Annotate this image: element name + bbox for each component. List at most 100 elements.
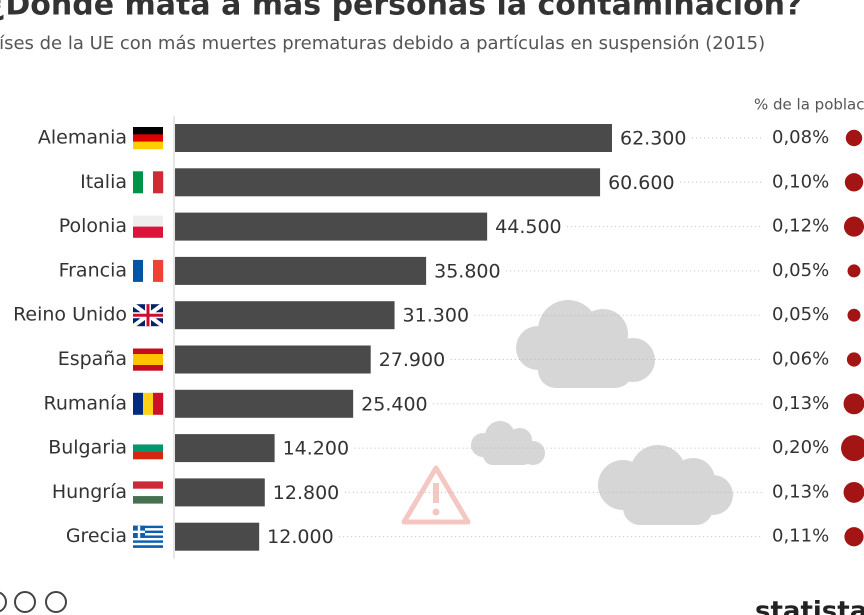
share-dot (843, 393, 864, 415)
chart-subtitle: Países de la UE con más muertes prematur… (0, 33, 765, 54)
flag-part (153, 171, 164, 194)
share-dot (844, 527, 864, 547)
flag-part (133, 171, 144, 194)
flag (133, 127, 163, 150)
flag (133, 392, 164, 415)
share-dot (846, 352, 862, 367)
value-label: 27.900 (379, 349, 445, 371)
decoration (0, 300, 733, 613)
flag-part (133, 530, 163, 534)
category-label: Bulgaria (48, 437, 127, 459)
flag-part (133, 525, 145, 538)
flag-part (143, 259, 154, 282)
category-label: Hungría (52, 481, 127, 503)
bar (175, 522, 260, 551)
flag-part (133, 359, 163, 366)
share-dot (847, 308, 861, 322)
flag (133, 259, 164, 282)
category-label: Italia (80, 171, 127, 193)
value-label: 14.200 (283, 438, 349, 460)
flag-part (133, 437, 163, 445)
flag-part (133, 481, 163, 489)
flag-part (133, 533, 163, 536)
bar (175, 168, 601, 197)
flag-part (133, 259, 144, 282)
flag-part (133, 540, 163, 544)
share-label: 0,10% (772, 171, 829, 192)
value-label: 31.300 (403, 305, 469, 327)
bar (175, 301, 395, 330)
category-label: Alemania (38, 127, 127, 149)
share-dot (847, 264, 861, 278)
bar (175, 389, 354, 418)
flag (133, 525, 163, 548)
flag-part (133, 444, 163, 452)
flag-part (133, 354, 163, 360)
category-label: Francia (59, 259, 127, 281)
value-label: 60.600 (608, 172, 674, 194)
share-label: 0,05% (772, 304, 829, 325)
logo: statista (755, 597, 864, 615)
flag-part (133, 226, 163, 238)
share-header: % de la población (754, 96, 864, 114)
flag-part (153, 392, 164, 415)
flag (131, 302, 165, 328)
value-label: 35.800 (434, 260, 500, 282)
share-dot (843, 481, 864, 503)
category-label: Rumanía (43, 392, 127, 414)
category-label: Grecia (66, 525, 127, 547)
share-dot (844, 173, 864, 192)
flag-part (143, 171, 154, 194)
flag-part (133, 365, 163, 371)
share-label: 0,05% (772, 260, 829, 281)
flag (133, 481, 163, 504)
share-label: 0,12% (772, 216, 829, 237)
share-label: 0,11% (772, 526, 829, 547)
share-label: 0,06% (772, 349, 829, 370)
flag-part (133, 127, 163, 135)
flag-part (133, 537, 163, 541)
value-label: 44.500 (495, 216, 561, 238)
flag-part (133, 304, 163, 327)
flag-part (133, 542, 163, 546)
flag-part (133, 141, 163, 150)
flag (133, 171, 164, 194)
flag-part (143, 392, 154, 415)
flag-part (133, 496, 163, 504)
value-label: 12.000 (267, 526, 333, 548)
flag (133, 215, 163, 238)
share-dot (845, 129, 863, 147)
bar (175, 124, 612, 152)
value-label: 62.300 (620, 128, 686, 150)
value-label: 12.800 (273, 482, 339, 504)
flag-part (133, 348, 163, 355)
share-label: 0,08% (772, 127, 829, 148)
flag-part (133, 488, 163, 497)
flag-part (133, 528, 163, 531)
value-label: 25.400 (361, 393, 427, 415)
flag-part (153, 259, 164, 282)
flag-part (133, 451, 163, 460)
share-label: 0,20% (772, 437, 829, 458)
flag-part (133, 535, 163, 539)
bar (175, 434, 275, 463)
flag (133, 348, 163, 371)
flag-part (133, 545, 163, 548)
share-dot (843, 216, 864, 237)
flag-part (133, 134, 163, 142)
flag-part (133, 525, 163, 529)
flag-part (133, 215, 163, 227)
category-label: Reino Unido (13, 304, 127, 326)
bar (175, 345, 371, 374)
share-label: 0,13% (772, 481, 829, 502)
bar (175, 478, 265, 507)
category-label: España (58, 348, 127, 370)
flag (133, 437, 163, 460)
share-dot (841, 435, 864, 462)
category-label: Polonia (59, 215, 127, 237)
chart-title: ¿Dónde mata a más personas la contaminac… (0, 0, 802, 23)
bar (175, 256, 427, 285)
flag-part (133, 392, 144, 415)
